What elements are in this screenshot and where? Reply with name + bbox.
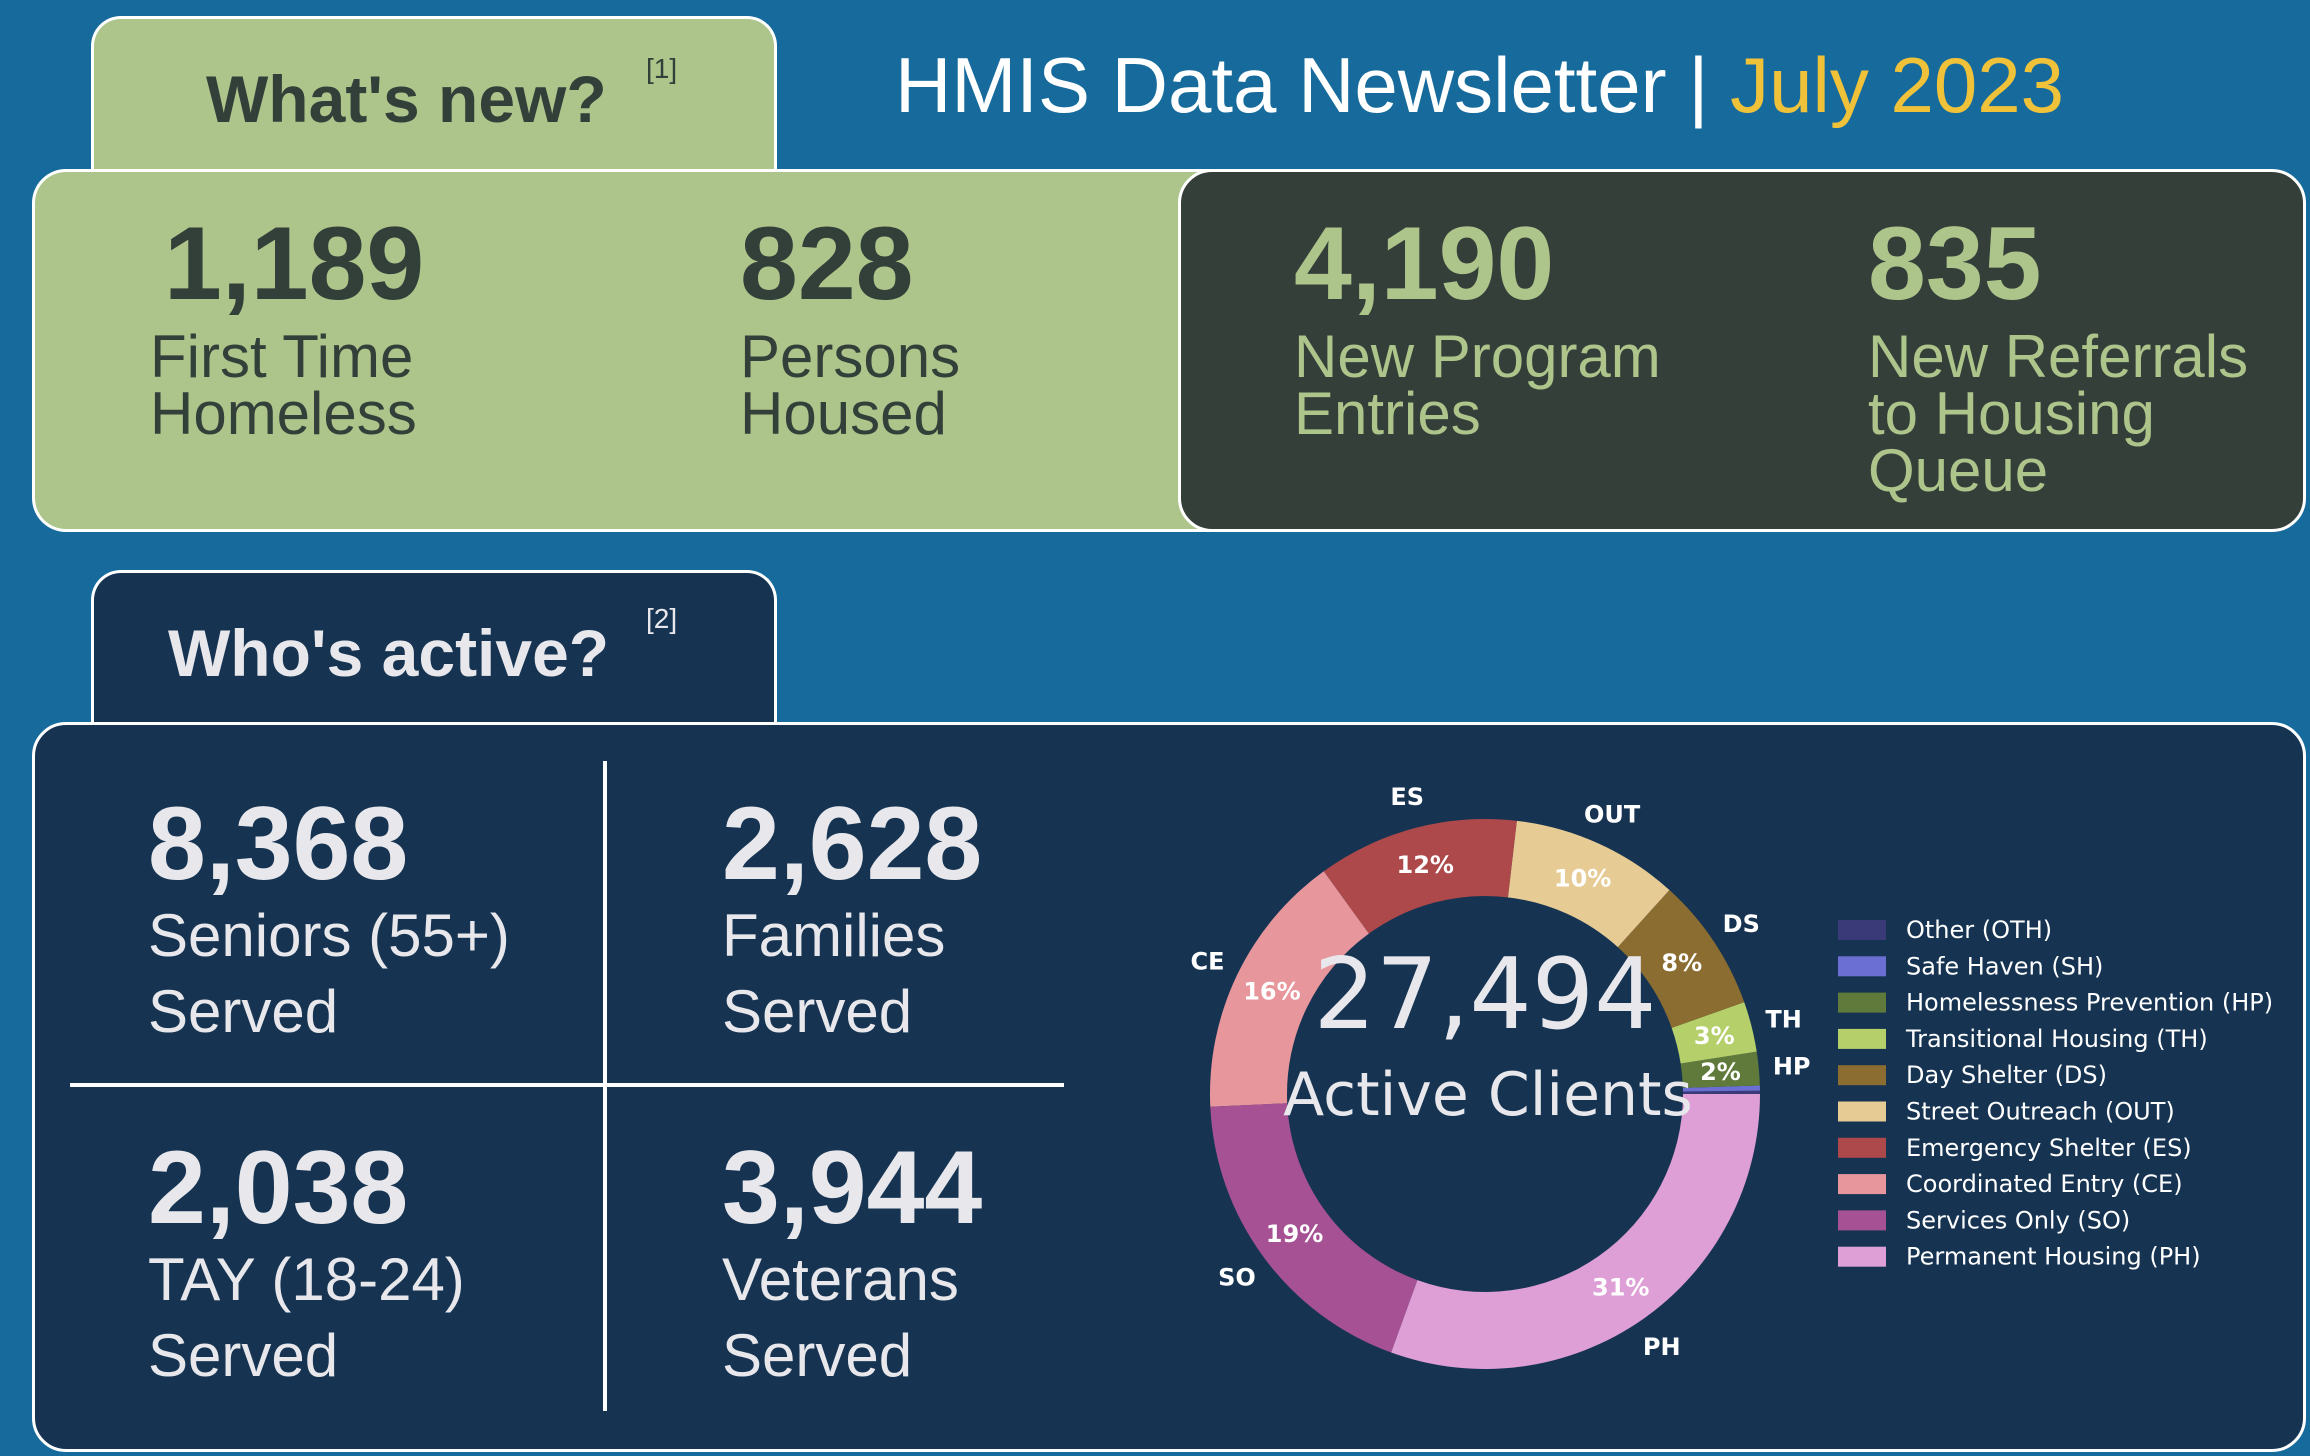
legend-swatch — [1838, 956, 1886, 977]
slice-es — [1323, 819, 1517, 934]
legend-swatch — [1838, 1210, 1886, 1231]
slice-th — [1671, 1002, 1757, 1064]
stat-value: 828 — [740, 206, 914, 322]
slice-percent-label: 2% — [1700, 1058, 1741, 1086]
stat-label: Persons — [740, 323, 961, 390]
stat-seniors: 8,368 Seniors (55+) Served — [148, 792, 510, 1050]
slice-percent-label: 3% — [1694, 1022, 1735, 1050]
slice-abbr-label: TH — [1765, 1006, 1801, 1034]
whats-new-green-panel — [32, 169, 1242, 532]
slice-percent-label: 19% — [1266, 1220, 1323, 1248]
stat-label: Served — [148, 1322, 339, 1389]
stat-value: 4,190 — [1294, 206, 1555, 322]
whats-new-dark-panel — [1178, 169, 2306, 532]
legend-swatch — [1838, 920, 1886, 940]
legend-item-so: Services Only (SO) — [1906, 1206, 2130, 1234]
legend-item-hp: Homelessness Prevention (HP) — [1906, 989, 2273, 1017]
legend-item-th: Transitional Housing (TH) — [1905, 1025, 2208, 1053]
slice-abbr-label: OUT — [1584, 800, 1641, 828]
newsletter-title: HMIS Data Newsletter | July 2023 — [895, 40, 2064, 131]
stat-value: 2,038 — [148, 1130, 409, 1246]
slice-out — [1507, 820, 1670, 948]
stat-label: Seniors (55+) — [148, 902, 510, 969]
slice-abbr-label: SO — [1218, 1264, 1256, 1292]
stat-label: Entries — [1294, 380, 1481, 447]
whos-active-ref[interactable]: [2] — [646, 603, 678, 634]
whos-active-tab: Who's active? [2] — [91, 570, 777, 726]
stat-label: Families — [722, 902, 946, 969]
stat-label: TAY (18-24) — [148, 1246, 465, 1313]
whos-active-title: Who's active? — [168, 616, 610, 690]
stat-persons-housed: 828 Persons Housed — [740, 206, 961, 447]
center-value: 27,494 — [1314, 938, 1657, 1052]
legend-item-ds: Day Shelter (DS) — [1906, 1061, 2107, 1089]
whos-active-panel — [32, 722, 2306, 1452]
legend-swatch — [1838, 1246, 1886, 1267]
legend-item-sh: Safe Haven (SH) — [1906, 952, 2103, 980]
legend-swatch — [1838, 1101, 1886, 1122]
stat-families: 2,628 Families Served — [722, 792, 982, 1050]
stat-label: Served — [722, 978, 913, 1045]
stat-new-referrals: 835 New Referrals to Housing Queue — [1868, 206, 2249, 504]
center-label: Active Clients — [1283, 1060, 1693, 1130]
whats-new-title: What's new? — [206, 62, 607, 136]
stat-first-time-homeless: 1,189 First Time Homeless — [150, 206, 425, 447]
slice-percent-label: 10% — [1554, 865, 1611, 893]
active-clients-donut-chart: 27,494 Active Clients 2% HP 3% TH 8% DS 10% OUT… — [1190, 783, 2273, 1369]
stat-label: First Time — [150, 323, 414, 390]
grid-divider-horizontal — [70, 1083, 1064, 1087]
slice-abbr-label: ES — [1390, 783, 1424, 811]
slice-percent-label: 31% — [1592, 1274, 1649, 1302]
stat-value: 8,368 — [148, 786, 409, 902]
stat-new-program-entries: 4,190 New Program Entries — [1294, 206, 1661, 447]
legend-swatch — [1838, 1028, 1886, 1049]
title-text: HMIS Data Newsletter | — [895, 41, 1709, 129]
legend-item-ph: Permanent Housing (PH) — [1906, 1243, 2201, 1271]
stat-label: New Referrals — [1868, 323, 2249, 390]
slice-ds — [1617, 890, 1745, 1028]
stat-label: Homeless — [150, 380, 417, 447]
slice-percent-label: 12% — [1397, 851, 1454, 879]
stat-value: 3,944 — [722, 1130, 983, 1246]
slice-percent-label: 8% — [1661, 949, 1702, 977]
slice-ce — [1210, 871, 1369, 1107]
slice-abbr-label: PH — [1643, 1333, 1681, 1361]
whats-new-tab: What's new? [1] — [91, 16, 777, 172]
legend-swatch — [1838, 1137, 1886, 1158]
slice-oth — [1682, 1090, 1760, 1094]
slice-hp — [1680, 1051, 1760, 1088]
stat-label: to Housing — [1868, 380, 2155, 447]
slice-percent-label: 16% — [1243, 977, 1300, 1005]
slice-so — [1210, 1103, 1418, 1353]
stat-label: Served — [722, 1322, 913, 1389]
legend-item-oth: Other (OTH) — [1906, 916, 2052, 944]
stat-label: Served — [148, 978, 339, 1045]
title-month: July 2023 — [1730, 41, 2065, 129]
legend-swatch — [1838, 992, 1886, 1013]
legend-item-out: Street Outreach (OUT) — [1906, 1098, 2175, 1126]
whats-new-ref[interactable]: [1] — [646, 53, 678, 84]
stat-value: 835 — [1868, 206, 2042, 322]
stat-value: 2,628 — [722, 786, 983, 902]
slice-abbr-label: DS — [1723, 910, 1760, 938]
stat-label: Queue — [1868, 437, 2049, 504]
stat-label: New Program — [1294, 323, 1661, 390]
legend-swatch — [1838, 1174, 1886, 1195]
slice-abbr-label: HP — [1773, 1052, 1811, 1080]
legend-item-ce: Coordinated Entry (CE) — [1906, 1170, 2183, 1198]
stat-tay: 2,038 TAY (18-24) Served — [148, 1136, 465, 1394]
stat-label: Veterans — [722, 1246, 959, 1313]
stat-veterans: 3,944 Veterans Served — [722, 1136, 982, 1394]
slice-sh — [1682, 1085, 1760, 1092]
stat-value: 1,189 — [164, 206, 425, 322]
slice-ph — [1391, 1094, 1760, 1369]
legend-swatch — [1838, 1065, 1886, 1086]
stat-label: Housed — [740, 380, 947, 447]
slice-abbr-label: CE — [1190, 947, 1224, 975]
legend-item-es: Emergency Shelter (ES) — [1906, 1134, 2192, 1162]
